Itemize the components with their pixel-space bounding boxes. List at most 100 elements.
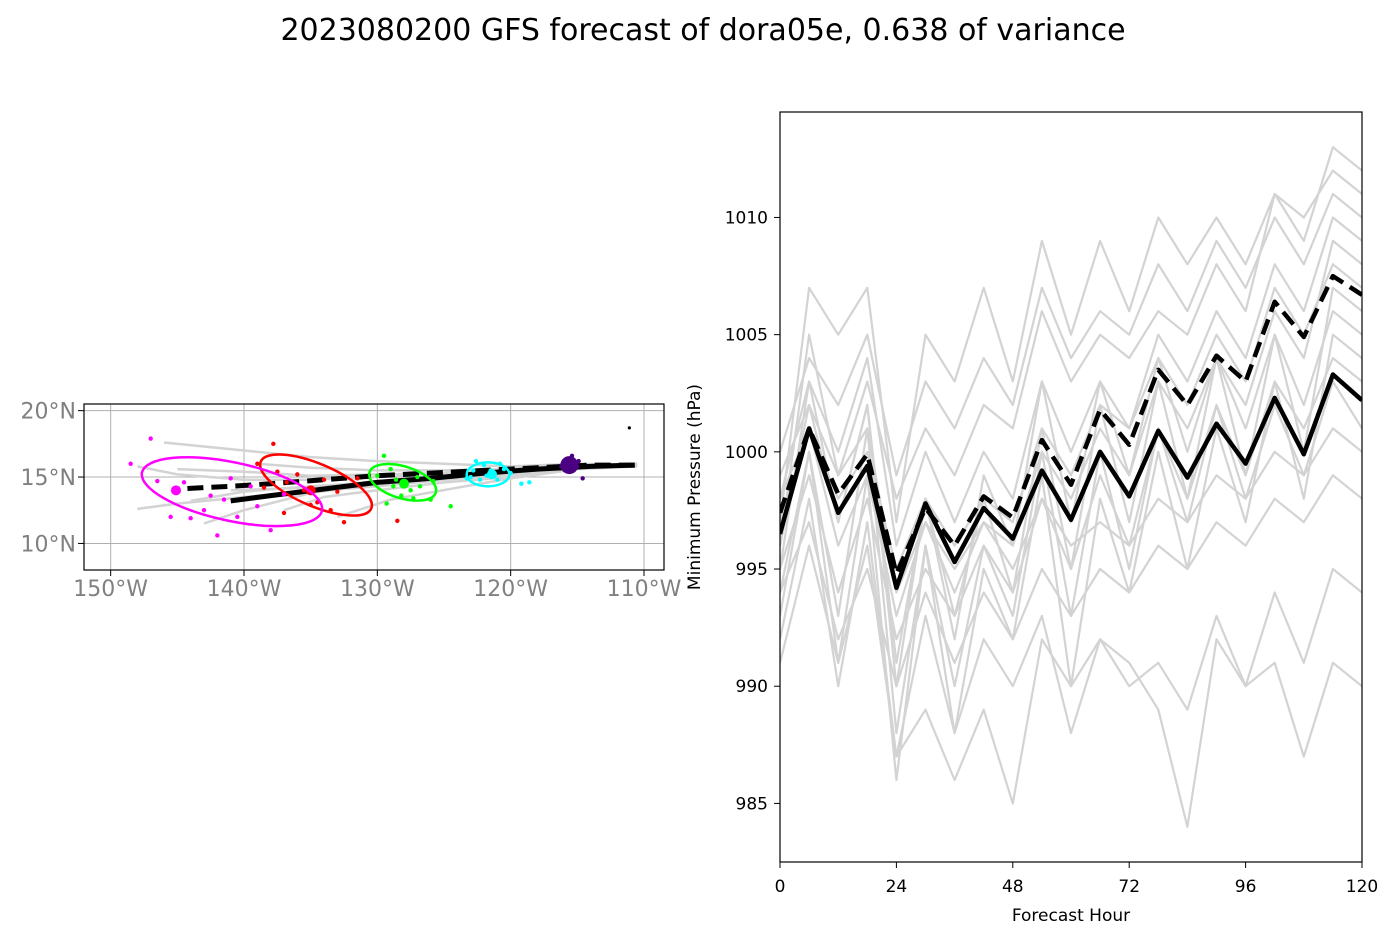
- pressure-ensemble-line: [780, 169, 1362, 524]
- map-y-tick-label: 10°N: [21, 532, 76, 557]
- pressure-x-tick-label: 72: [1118, 877, 1140, 897]
- map-member-point: [255, 504, 260, 509]
- map-member-point: [415, 474, 420, 480]
- map-member-point: [335, 489, 340, 494]
- pressure-y-tick-label: 985: [736, 794, 768, 814]
- pressure-x-tick-label: 96: [1235, 877, 1257, 897]
- pressure-x-tick-label: 120: [1346, 877, 1378, 897]
- map-y-tick-label: 20°N: [21, 400, 76, 425]
- map-member-point: [341, 519, 347, 525]
- map-member-point: [208, 493, 213, 498]
- pressure-ensemble-line: [780, 474, 1362, 688]
- map-member-point: [215, 533, 220, 538]
- pressure-ensemble-line: [780, 192, 1362, 477]
- map-x-tick-label: 110°W: [607, 577, 682, 602]
- map-member-point: [481, 462, 487, 468]
- map-member-point: [448, 504, 453, 509]
- map-member-point: [391, 484, 396, 489]
- map-member-point: [399, 493, 404, 498]
- map-member-point: [188, 516, 193, 521]
- pressure-frame: [779, 111, 1363, 863]
- pressure-mean-lines: [780, 273, 1362, 591]
- map-member-point: [428, 497, 433, 502]
- pressure-x-tick-label: 48: [1002, 877, 1024, 897]
- map-y-tick-label: 15°N: [21, 466, 76, 491]
- map-member-point: [411, 496, 416, 501]
- map-forecast-groups: [128, 436, 585, 538]
- map-member-point: [508, 470, 513, 476]
- map-member-point: [308, 502, 313, 508]
- map-member-point: [261, 485, 267, 490]
- map-x-tick-label: 140°W: [207, 577, 282, 602]
- map-member-point: [268, 527, 273, 533]
- map-member-point: [328, 508, 333, 513]
- pressure-x-tick-label: 24: [886, 877, 908, 897]
- map-x-tick-label: 150°W: [73, 577, 148, 602]
- pressure-x-axis-label: Forecast Hour: [1012, 906, 1130, 926]
- map-group-center: [487, 469, 497, 480]
- map-member-point: [384, 501, 389, 506]
- map-member-point: [255, 461, 260, 466]
- map-spread-ellipse: [258, 453, 374, 517]
- map-member-point: [155, 478, 160, 484]
- map-member-point: [375, 473, 380, 478]
- pressure-mean-line-solid: [780, 372, 1362, 591]
- map-member-point: [228, 476, 233, 481]
- map-spread-ellipse: [140, 456, 324, 528]
- map-member-point: [468, 474, 473, 480]
- map-member-point: [495, 477, 500, 482]
- map-outlier-point: [627, 426, 631, 430]
- map-member-point: [501, 466, 507, 472]
- map-member-point: [580, 476, 585, 481]
- pressure-y-tick-label: 990: [736, 677, 768, 697]
- map-member-point: [284, 480, 289, 485]
- map-member-point: [431, 478, 436, 484]
- map-member-point: [393, 477, 399, 482]
- map-member-point: [281, 510, 287, 516]
- pressure-ensemble-line: [780, 427, 1362, 618]
- map-member-point: [181, 480, 187, 485]
- map-member-point: [527, 480, 532, 485]
- map-member-point: [519, 481, 524, 486]
- map-member-point: [388, 466, 393, 472]
- map-member-point: [168, 514, 173, 520]
- map-member-point: [497, 461, 503, 466]
- map-member-point: [395, 518, 400, 524]
- pressure-y-tick-label: 995: [736, 560, 768, 580]
- map-member-point: [201, 508, 207, 513]
- map-member-point: [235, 514, 240, 520]
- pressure-y-tick-label: 1010: [725, 208, 768, 228]
- map-group-center: [171, 485, 181, 496]
- map-x-tick-label: 120°W: [473, 577, 548, 602]
- map-member-point: [281, 492, 287, 497]
- map-member-point: [408, 488, 413, 493]
- map-member-point: [248, 484, 253, 489]
- map-spread-ellipse: [367, 462, 438, 502]
- map-member-point: [321, 477, 327, 482]
- pressure-y-axis-label: Minimum Pressure (hPa): [685, 384, 705, 590]
- pressure-y-tick-label: 1005: [725, 326, 768, 346]
- pressure-panel: 0 24 48 72 96 120 985 990 995 1000 1005 1010 Foreca…: [685, 111, 1378, 926]
- map-member-point: [355, 476, 360, 481]
- map-member-point: [128, 461, 133, 466]
- figure-title: 2023080200 GFS forecast of dora05e, 0.63…: [280, 13, 1125, 48]
- pressure-ensemble-line: [780, 216, 1362, 547]
- map-group-center: [399, 478, 409, 489]
- map-member-point: [148, 436, 153, 441]
- map-member-point: [464, 476, 469, 481]
- map-x-tick-label: 130°W: [340, 577, 415, 602]
- pressure-ensemble-line: [780, 497, 1362, 758]
- map-member-point: [417, 484, 423, 489]
- map-member-point: [295, 472, 300, 477]
- map-member-point: [381, 453, 387, 458]
- pressure-ticks: 0 24 48 72 96 120 985 990 995 1000 1005 1010: [725, 208, 1378, 897]
- map-member-point: [221, 497, 227, 502]
- pressure-mean-line-dashed: [780, 273, 1362, 576]
- pressure-x-tick-label: 0: [775, 877, 786, 897]
- map-member-point: [473, 458, 479, 464]
- map-group-center: [560, 456, 579, 475]
- pressure-ensemble-line: [780, 544, 1362, 828]
- pressure-y-tick-label: 1000: [725, 443, 768, 463]
- map-member-point: [471, 468, 476, 473]
